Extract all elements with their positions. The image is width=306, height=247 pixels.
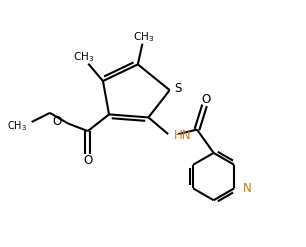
Text: O: O [201, 93, 211, 106]
Text: CH$_3$: CH$_3$ [7, 120, 27, 133]
Text: O: O [83, 154, 92, 167]
Text: S: S [174, 82, 182, 95]
Text: N: N [243, 182, 251, 195]
Text: HN: HN [174, 129, 191, 142]
Text: CH$_3$: CH$_3$ [73, 50, 94, 64]
Text: O: O [52, 116, 62, 128]
Text: CH$_3$: CH$_3$ [133, 30, 155, 44]
